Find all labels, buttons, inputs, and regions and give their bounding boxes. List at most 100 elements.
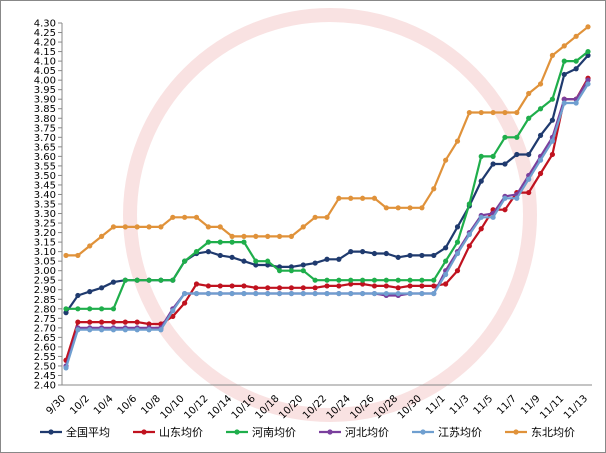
data-point <box>300 224 306 230</box>
data-point <box>193 214 200 220</box>
data-point <box>288 285 295 291</box>
data-point <box>561 43 567 49</box>
data-point <box>265 290 271 297</box>
data-point <box>419 283 425 289</box>
data-point <box>395 254 401 260</box>
y-tick-label: 3.50 <box>34 171 56 182</box>
data-point <box>348 281 354 287</box>
data-point <box>75 252 81 259</box>
data-point <box>585 52 591 58</box>
data-point <box>98 327 105 333</box>
data-point <box>205 224 211 230</box>
data-point <box>561 71 567 78</box>
data-point <box>158 327 164 333</box>
y-tick-label: 4.10 <box>34 57 56 68</box>
data-point <box>443 258 449 264</box>
data-point <box>253 285 259 291</box>
data-point <box>490 153 496 159</box>
legend-label: 江苏均价 <box>438 426 482 439</box>
y-tick-label: 3.15 <box>34 238 56 249</box>
data-point <box>63 365 69 371</box>
data-point <box>75 319 81 325</box>
legend-marker <box>48 429 54 435</box>
y-tick-label: 2.40 <box>34 381 56 392</box>
data-point <box>478 226 484 232</box>
y-tick-label: 2.75 <box>34 314 56 325</box>
data-point <box>98 285 105 291</box>
data-point <box>561 58 567 64</box>
data-point <box>549 96 556 102</box>
data-point <box>336 256 342 262</box>
data-point <box>585 77 591 83</box>
data-point <box>573 66 579 72</box>
data-point <box>490 214 496 220</box>
data-point <box>75 327 81 333</box>
data-point <box>395 290 401 297</box>
data-point <box>407 252 413 259</box>
data-point <box>253 262 259 268</box>
data-point <box>265 262 271 268</box>
legend-marker <box>513 429 519 435</box>
data-point <box>146 321 152 327</box>
data-point <box>526 189 532 196</box>
data-point <box>324 277 330 283</box>
data-point <box>466 201 472 207</box>
data-point <box>336 195 342 201</box>
data-point <box>324 290 330 297</box>
data-point <box>443 271 449 278</box>
data-point <box>241 233 247 239</box>
data-point <box>182 290 188 297</box>
data-point <box>348 249 354 255</box>
data-point <box>514 109 520 116</box>
data-point <box>193 249 200 255</box>
data-point <box>514 151 520 158</box>
data-point <box>229 290 235 297</box>
data-point <box>478 214 484 220</box>
y-tick-label: 2.55 <box>34 352 56 363</box>
legend-marker <box>420 429 426 435</box>
data-point <box>134 224 140 230</box>
data-point <box>205 249 211 255</box>
y-tick-label: 2.80 <box>34 304 56 315</box>
data-point <box>205 283 211 289</box>
data-point <box>182 300 188 306</box>
data-point <box>324 256 330 262</box>
y-tick-label: 3.60 <box>34 152 56 163</box>
data-point <box>443 157 449 163</box>
watermark <box>123 8 537 422</box>
data-point <box>110 319 117 325</box>
data-point <box>288 290 295 297</box>
data-point <box>63 310 69 316</box>
data-point <box>395 285 401 291</box>
data-point <box>526 115 532 121</box>
data-point <box>205 239 211 245</box>
data-point <box>122 319 128 325</box>
data-point <box>265 233 271 239</box>
data-point <box>146 327 152 333</box>
y-tick-label: 4.20 <box>34 38 56 49</box>
data-point <box>217 283 223 289</box>
data-point <box>276 233 283 239</box>
data-point <box>217 252 223 259</box>
data-point <box>288 264 295 270</box>
y-tick-label: 3.75 <box>34 123 56 134</box>
data-point <box>502 195 508 201</box>
legend-label: 全国平均 <box>66 425 110 439</box>
data-point <box>217 290 223 297</box>
y-tick-label: 3.55 <box>34 161 56 172</box>
y-tick-label: 2.90 <box>34 285 56 296</box>
legend-marker <box>234 429 240 435</box>
data-point <box>537 157 544 163</box>
data-point <box>336 290 342 297</box>
y-tick-label: 4.00 <box>34 76 56 87</box>
data-point <box>502 161 508 167</box>
data-point <box>561 100 567 106</box>
data-point <box>146 224 152 230</box>
data-point <box>193 290 200 297</box>
data-point <box>561 96 567 102</box>
data-point <box>63 252 69 259</box>
data-point <box>443 281 449 287</box>
data-point <box>514 195 520 201</box>
data-point <box>348 290 354 297</box>
data-point <box>265 258 271 264</box>
